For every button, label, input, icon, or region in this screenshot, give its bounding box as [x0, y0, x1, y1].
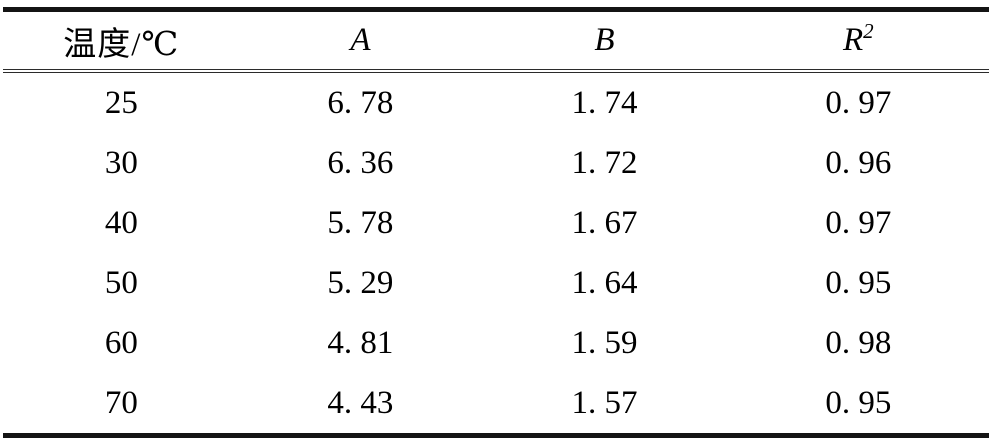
column-header-temperature: 温度/℃: [3, 9, 240, 73]
table-row: 60 4. 81 1. 59 0. 98: [3, 313, 989, 373]
table-cell: 40: [104, 204, 138, 241]
column-header-r-squared: R2: [727, 9, 989, 73]
table-row: 25 6. 78 1. 74 0. 97: [3, 71, 989, 133]
table-cell: 0. 95: [825, 264, 892, 301]
table-header-row: 温度/℃ A B R2: [3, 9, 989, 73]
table-row: 50 5. 29 1. 64 0. 95: [3, 253, 989, 313]
r-squared-base: R: [843, 22, 864, 58]
table-cell: 25: [104, 84, 138, 121]
table-header: 温度/℃ A B R2: [3, 9, 989, 73]
column-header-b: B: [481, 9, 728, 73]
column-header-a: A: [239, 9, 482, 73]
table-cell: 1. 67: [571, 204, 638, 241]
table-row: 70 4. 43 1. 57 0. 95: [3, 373, 989, 436]
fit-parameters-table: 温度/℃ A B R2 25 6. 78 1. 74 0. 97 30 6. 36 1. 7…: [3, 7, 989, 438]
table-cell: 60: [104, 324, 138, 361]
table-cell: 1. 74: [571, 84, 638, 121]
table-cell: 1. 64: [571, 264, 638, 301]
fit-parameters-table-container: 温度/℃ A B R2 25 6. 78 1. 74 0. 97 30 6. 36 1. 7…: [3, 7, 989, 438]
table-cell: 0. 97: [825, 204, 892, 241]
table-cell: 0. 96: [825, 144, 892, 181]
table-cell: 1. 57: [571, 384, 638, 421]
table-cell: 0. 97: [825, 84, 892, 121]
table-cell: 5. 78: [327, 204, 394, 241]
table-row: 30 6. 36 1. 72 0. 96: [3, 133, 989, 193]
table-cell: 4. 43: [327, 384, 394, 421]
table-cell: 1. 59: [571, 324, 638, 361]
table-row: 40 5. 78 1. 67 0. 97: [3, 193, 989, 253]
table-cell: 1. 72: [571, 144, 638, 181]
table-cell: 0. 98: [825, 324, 892, 361]
table-cell: 0. 95: [825, 384, 892, 421]
table-cell: 5. 29: [327, 264, 394, 301]
table-cell: 6. 78: [327, 84, 394, 121]
table-cell: 30: [104, 144, 138, 181]
table-cell: 4. 81: [327, 324, 394, 361]
table-cell: 70: [104, 384, 138, 421]
table-body: 25 6. 78 1. 74 0. 97 30 6. 36 1. 72 0. 96 40 5. 7…: [3, 71, 989, 436]
r-squared-exponent: 2: [863, 19, 874, 43]
table-cell: 50: [104, 264, 138, 301]
table-cell: 6. 36: [327, 144, 394, 181]
